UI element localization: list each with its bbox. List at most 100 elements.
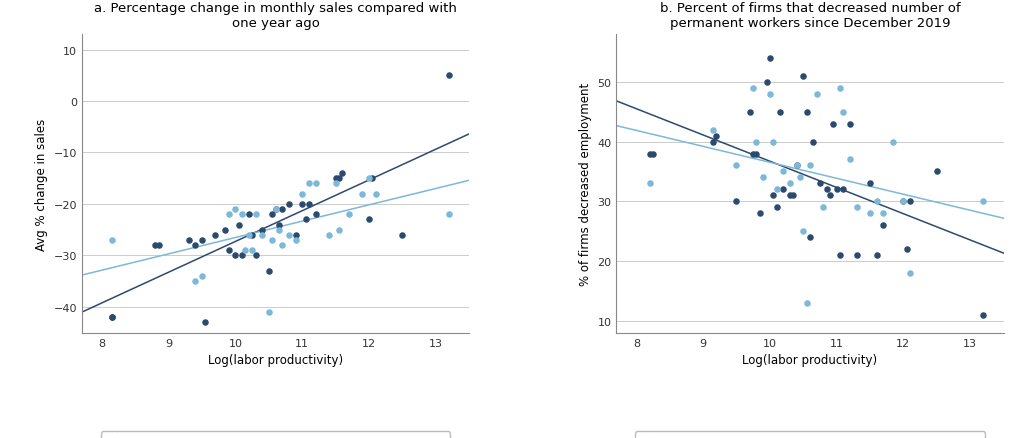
Point	[103, 314, 120, 321]
Point	[902, 198, 919, 205]
Point	[849, 204, 865, 211]
Point	[354, 191, 371, 198]
Point	[705, 127, 721, 134]
Point	[248, 211, 264, 218]
Point	[795, 228, 811, 235]
Point	[765, 139, 781, 146]
Point	[799, 109, 815, 116]
Point	[812, 180, 828, 187]
Point	[244, 232, 260, 239]
Point	[227, 206, 244, 213]
Y-axis label: Avg % change in sales: Avg % change in sales	[35, 118, 48, 250]
Point	[749, 151, 765, 158]
Point	[103, 314, 120, 321]
Point	[802, 162, 818, 170]
Point	[799, 300, 815, 307]
Point	[902, 270, 919, 277]
Point	[705, 139, 721, 146]
Point	[728, 198, 744, 205]
Point	[297, 216, 313, 223]
Point	[307, 180, 324, 187]
Point	[103, 237, 120, 244]
Point	[238, 247, 254, 254]
Point	[360, 216, 377, 223]
Point	[762, 91, 778, 98]
Point	[147, 242, 164, 249]
Point	[821, 192, 838, 199]
Point	[207, 232, 223, 239]
Point	[929, 169, 945, 176]
Point	[788, 162, 805, 170]
Title: a. Percentage change in monthly sales compared with
one year ago: a. Percentage change in monthly sales co…	[94, 2, 457, 30]
Point	[368, 191, 384, 198]
Point	[220, 211, 237, 218]
Point	[975, 198, 991, 205]
Point	[248, 252, 264, 259]
Point	[301, 201, 317, 208]
Point	[641, 180, 657, 187]
Point	[805, 139, 821, 146]
Point	[849, 252, 865, 259]
Point	[831, 252, 848, 259]
Point	[360, 175, 377, 182]
Point	[341, 211, 357, 218]
Point	[281, 232, 297, 239]
Point	[755, 174, 771, 181]
Point	[828, 187, 845, 194]
Legend: High market competition, Low market competition: High market competition, Low market comp…	[635, 431, 985, 438]
Point	[441, 211, 458, 218]
Point	[194, 237, 210, 244]
X-axis label: Log(labor productivity): Log(labor productivity)	[208, 353, 343, 366]
Point	[394, 232, 411, 239]
Point	[194, 273, 210, 280]
Point	[641, 151, 657, 158]
Point	[772, 109, 788, 116]
Point	[775, 169, 792, 176]
Point	[307, 211, 324, 218]
X-axis label: Log(labor productivity): Log(labor productivity)	[742, 353, 878, 366]
Point	[836, 187, 852, 194]
Point	[274, 206, 291, 213]
Point	[876, 210, 892, 217]
Point	[217, 227, 233, 234]
Point	[233, 211, 250, 218]
Point	[825, 121, 842, 128]
Point	[334, 170, 350, 177]
Point	[230, 222, 247, 229]
Y-axis label: % of firms decreased employment: % of firms decreased employment	[579, 83, 592, 285]
Point	[264, 211, 281, 218]
Point	[261, 268, 278, 275]
Point	[862, 180, 879, 187]
Legend: High market competition, Low market competition: High market competition, Low market comp…	[100, 431, 451, 438]
Point	[759, 79, 775, 86]
Point	[645, 151, 662, 158]
Point	[762, 55, 778, 62]
Point	[270, 222, 287, 229]
Point	[775, 187, 792, 194]
Point	[745, 85, 762, 92]
Point	[274, 242, 291, 249]
Point	[270, 227, 287, 234]
Point	[244, 247, 260, 254]
Point	[818, 187, 835, 194]
Point	[765, 192, 781, 199]
Point	[187, 278, 204, 285]
Point	[741, 109, 758, 116]
Point	[328, 175, 344, 182]
Point	[328, 180, 344, 187]
Point	[752, 210, 768, 217]
Point	[808, 91, 824, 98]
Point	[876, 222, 892, 229]
Point	[842, 157, 858, 164]
Point	[264, 237, 281, 244]
Point	[267, 206, 284, 213]
Point	[831, 85, 848, 92]
Point	[768, 187, 784, 194]
Point	[288, 237, 304, 244]
Point	[220, 247, 237, 254]
Point	[898, 246, 914, 253]
Point	[836, 109, 852, 116]
Point	[321, 232, 337, 239]
Point	[792, 174, 808, 181]
Point	[281, 201, 297, 208]
